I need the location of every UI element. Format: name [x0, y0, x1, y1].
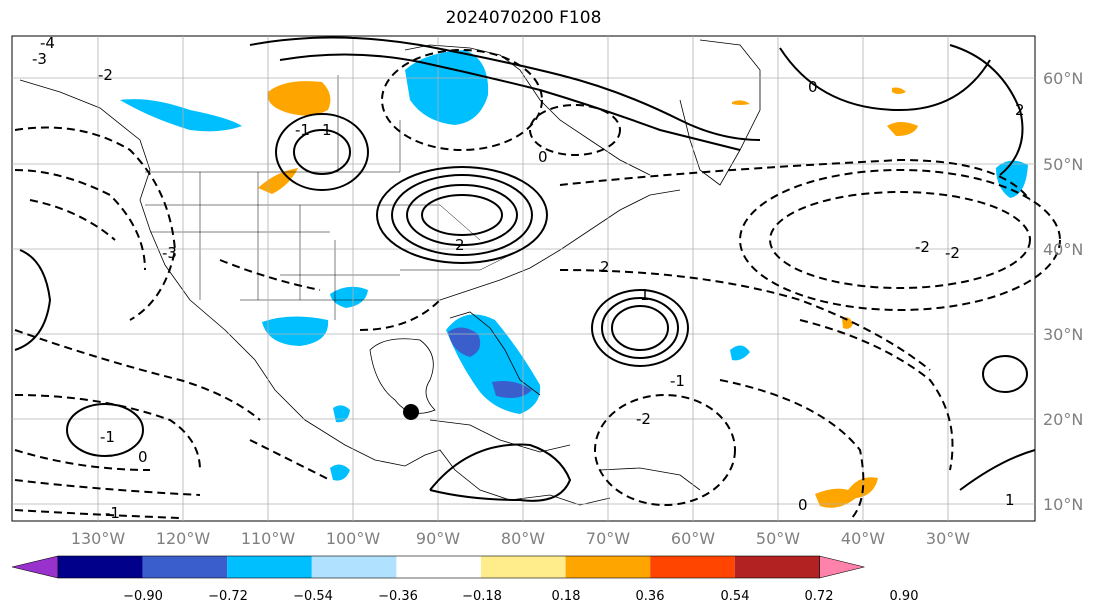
contour-label: 2 — [600, 258, 610, 276]
lat-label: 20°N — [1043, 410, 1083, 429]
colorbar-tick-label: −0.36 — [378, 589, 418, 604]
lat-label: 40°N — [1043, 240, 1083, 259]
contour-label: -2 — [915, 238, 930, 256]
contour-label: 0 — [138, 448, 148, 466]
contour-label: 0 — [798, 496, 808, 514]
colorbar-tick-label: 0.18 — [552, 589, 581, 604]
fill-darkblue-bahamas — [492, 381, 532, 398]
contour-label: -1 — [295, 121, 310, 139]
contour-label: 0 — [538, 148, 548, 166]
fill-blue-texas — [262, 316, 329, 346]
fill-orange-canada — [267, 81, 331, 116]
positive-contours — [14, 36, 1036, 502]
storm-center-dot-icon — [403, 404, 419, 420]
contour-label: 1 — [1005, 491, 1015, 509]
colorbar-bin — [565, 556, 651, 578]
colorbar-tick-label: 0.72 — [805, 589, 834, 604]
fill-orange-atlantic-south — [815, 477, 878, 508]
contour-label: -1 — [670, 372, 685, 390]
anomaly-fills — [120, 50, 1028, 508]
contour-label: 1 — [322, 121, 332, 139]
contour-label: -4 — [40, 34, 55, 52]
map-area: -4 -3 -2 -1 0 1 2 -2 0 -3 1 -1 0 -1 -2 2… — [11, 34, 1061, 522]
lon-label: 100°W — [326, 529, 381, 548]
colorbar-bin — [650, 556, 735, 578]
colorbar-bin — [311, 556, 397, 578]
contour-label: -2 — [98, 66, 113, 84]
longitude-labels: 130°W 120°W 110°W 100°W 90°W 80°W 70°W 6… — [71, 529, 970, 548]
colorbar-tick-label: 0.90 — [890, 589, 919, 604]
fill-blue-greenland-east — [996, 160, 1028, 198]
lon-label: 120°W — [156, 529, 211, 548]
colorbar-extend-low — [11, 555, 59, 579]
lat-label: 50°N — [1043, 155, 1083, 174]
lat-label: 60°N — [1043, 69, 1083, 88]
colorbar-bin — [227, 556, 312, 578]
latitude-labels: 60°N 50°N 40°N 30°N 20°N 10°N — [1043, 69, 1083, 514]
lon-label: 70°W — [586, 529, 630, 548]
colorbar-tick-label: −0.54 — [293, 589, 333, 604]
map-title: 2024070200 F108 — [445, 8, 602, 28]
fill-darkblue-florida — [448, 327, 481, 357]
fill-orange-atlantic-mid — [842, 317, 853, 329]
colorbar-tick-label: −0.18 — [462, 589, 502, 604]
colorbar-extend-high — [819, 555, 865, 579]
fill-blue-atlantic — [730, 345, 750, 361]
colorbar-frame — [57, 555, 820, 579]
colorbar-bin — [58, 556, 143, 578]
contour-label: 2 — [1015, 101, 1025, 119]
lat-label: 30°N — [1043, 325, 1083, 344]
fill-orange-small-2 — [732, 100, 750, 105]
lon-label: 60°W — [671, 529, 715, 548]
contour-label: -2 — [945, 244, 960, 262]
contour-label: -3 — [162, 244, 177, 262]
fill-lightblue-canada — [120, 99, 242, 132]
lon-label: 80°W — [501, 529, 545, 548]
negative-contours — [14, 49, 1061, 521]
colorbar-ticks: −0.90 −0.72 −0.54 −0.36 −0.18 0.18 0.36 … — [123, 589, 918, 604]
contour-label: -1 — [100, 428, 115, 446]
fill-blue-hudson — [405, 50, 489, 125]
fill-blue-oklahoma — [330, 286, 368, 308]
colorbar-tick-label: 0.54 — [721, 589, 750, 604]
colorbar-tick-label: −0.72 — [208, 589, 248, 604]
colorbar-bin — [142, 556, 228, 578]
colorbar-bin — [396, 556, 481, 578]
fill-blue-mexico-south — [330, 464, 350, 481]
contour-label: 0 — [808, 78, 818, 96]
coastlines — [19, 39, 761, 506]
contour-label-group: -4 -3 -2 -1 0 1 2 -2 0 -3 1 -1 0 -1 -2 2… — [32, 34, 1025, 522]
lon-label: 110°W — [241, 529, 296, 548]
lon-label: 30°W — [926, 529, 970, 548]
lon-label: 130°W — [71, 529, 126, 548]
colorbar-bin — [734, 556, 820, 578]
colorbar-tick-label: 0.36 — [636, 589, 665, 604]
lat-label: 10°N — [1043, 495, 1083, 514]
lon-label: 90°W — [416, 529, 460, 548]
colorbar-tick-label: −0.90 — [123, 589, 163, 604]
fill-orange-small-1 — [892, 87, 906, 94]
contour-label: 1 — [640, 286, 650, 304]
lon-label: 40°W — [841, 529, 885, 548]
lon-label: 50°W — [756, 529, 800, 548]
contour-label: -2 — [636, 410, 651, 428]
contour-label: 2 — [455, 236, 465, 254]
colorbar-bin — [481, 556, 566, 578]
fill-orange-atlantic-north — [887, 122, 918, 136]
contour-label: -1 — [105, 504, 120, 522]
colorbar — [11, 555, 865, 579]
contour-label: -3 — [32, 50, 47, 68]
fill-blue-mexico — [333, 405, 350, 423]
